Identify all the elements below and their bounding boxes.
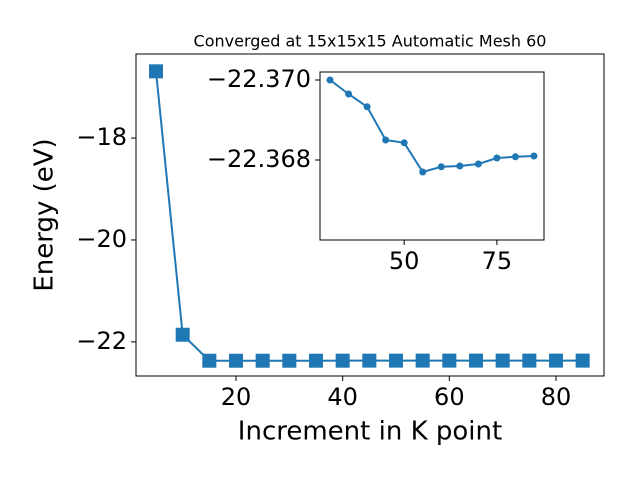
chart-title: Converged at 15x15x15 Automatic Mesh 60 [194, 32, 547, 51]
x-axis-label: Increment in K point [238, 417, 502, 447]
marker [229, 353, 243, 368]
marker [495, 353, 510, 368]
marker [202, 353, 217, 368]
marker [255, 353, 270, 368]
x-tick-label: 60 [434, 383, 465, 411]
marker [400, 139, 408, 147]
y-tick-label: −20 [76, 225, 127, 253]
marker [335, 353, 350, 368]
marker [522, 353, 537, 368]
x-tick-label: 20 [221, 383, 252, 411]
marker [549, 353, 563, 368]
marker [282, 353, 297, 368]
marker [362, 353, 377, 368]
x-tick-label: 40 [327, 383, 358, 411]
x-tick-label: 75 [482, 247, 513, 275]
marker [474, 160, 482, 168]
y-tick-label: −22.368 [207, 145, 311, 173]
marker [530, 152, 538, 160]
y-tick-label: −18 [76, 123, 127, 151]
marker [415, 353, 430, 368]
marker [309, 353, 323, 368]
marker [437, 163, 445, 171]
marker [382, 136, 390, 144]
marker [363, 103, 371, 111]
marker [149, 64, 163, 79]
y-tick-label: −22 [76, 327, 127, 355]
x-tick-label: 80 [541, 383, 572, 411]
y-axis-label: Energy (eV) [30, 138, 60, 291]
marker [389, 353, 403, 368]
marker [345, 90, 353, 98]
marker [469, 353, 483, 368]
marker [326, 76, 334, 84]
marker [456, 162, 464, 170]
marker [419, 168, 427, 176]
marker [511, 153, 519, 161]
marker [442, 353, 457, 368]
y-tick-label: −22.370 [207, 65, 311, 93]
marker [493, 154, 501, 162]
marker [575, 353, 590, 368]
x-tick-label: 50 [389, 247, 420, 275]
marker [175, 327, 190, 342]
